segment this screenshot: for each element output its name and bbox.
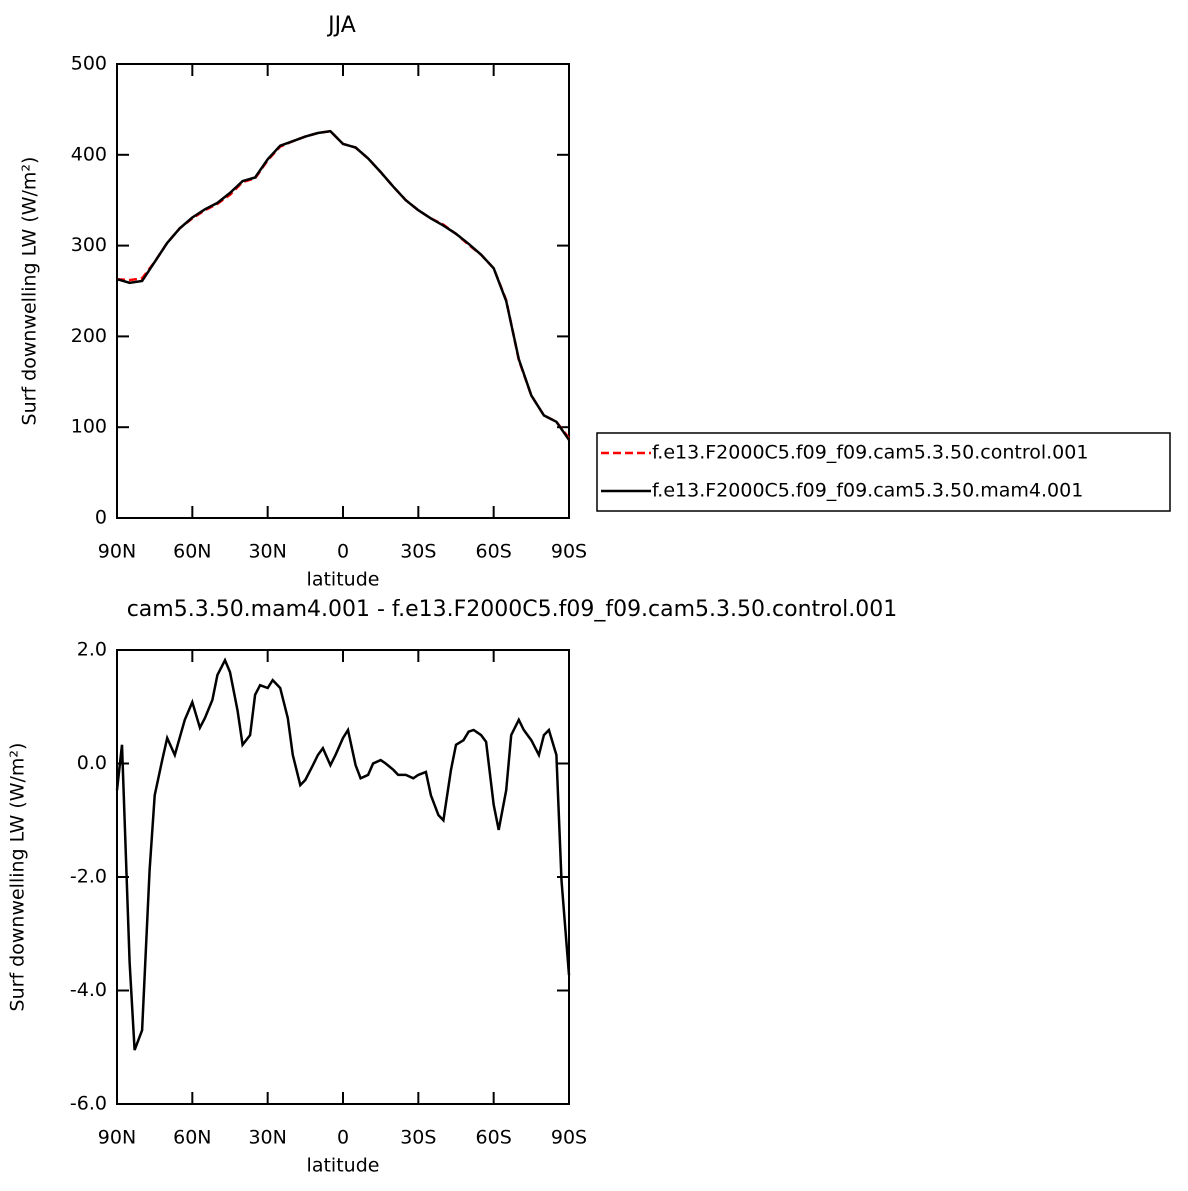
- x-tick-label: 90N: [98, 541, 136, 563]
- x-tick-label: 60N: [173, 541, 211, 563]
- x-tick-label: 60S: [476, 541, 512, 563]
- x-axis-label: latitude: [307, 569, 380, 591]
- y-tick-label: 100: [71, 416, 107, 438]
- x-tick-label: 60N: [173, 1127, 211, 1149]
- y-tick-label: -4.0: [70, 979, 107, 1001]
- y-tick-label: -2.0: [70, 866, 107, 888]
- y-tick-label: 500: [71, 53, 107, 75]
- y-tick-label: 200: [71, 325, 107, 347]
- chart-title: JJA: [326, 13, 356, 38]
- y-tick-label: 300: [71, 234, 107, 256]
- data-line: [116, 129, 571, 441]
- y-tick-label: 0: [95, 507, 107, 529]
- x-tick-label: 0: [337, 541, 349, 563]
- x-tick-label: 90S: [551, 541, 587, 563]
- legend-box: [596, 432, 1171, 512]
- x-tick-label: 90S: [551, 1127, 587, 1149]
- x-tick-label: 30N: [248, 1127, 286, 1149]
- x-axis-label: latitude: [307, 1155, 380, 1177]
- y-tick-label: -6.0: [70, 1093, 107, 1115]
- y-tick-label: 2.0: [77, 639, 107, 661]
- legend-label: f.e13.F2000C5.f09_f09.cam5.3.50.control.…: [652, 442, 1088, 464]
- x-tick-label: 0: [337, 1127, 349, 1149]
- legend-label: f.e13.F2000C5.f09_f09.cam5.3.50.mam4.001: [652, 480, 1083, 502]
- x-tick-label: 30N: [248, 541, 286, 563]
- y-tick-label: 400: [71, 143, 107, 165]
- y-axis-label: Surf downwelling LW (W/m²): [19, 157, 41, 426]
- data-line: [115, 657, 571, 1051]
- chart-title: cam5.3.50.mam4.001 - f.e13.F2000C5.f09_f…: [127, 597, 898, 622]
- x-tick-label: 60S: [476, 1127, 512, 1149]
- x-tick-label: 30S: [400, 1127, 436, 1149]
- y-tick-label: 0.0: [77, 752, 107, 774]
- x-tick-label: 30S: [400, 541, 436, 563]
- x-tick-label: 90N: [98, 1127, 136, 1149]
- y-axis-label: Surf downwelling LW (W/m²): [7, 743, 29, 1012]
